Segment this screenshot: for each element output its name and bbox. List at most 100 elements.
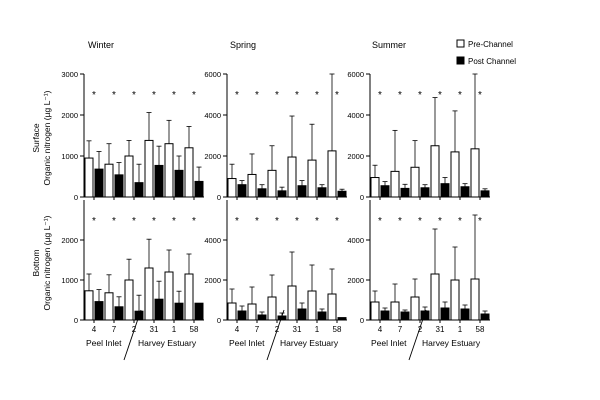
legend-post-swatch xyxy=(456,56,465,65)
significance-marker: * xyxy=(458,216,462,227)
significance-marker: * xyxy=(458,90,462,101)
season-title-spring: Spring xyxy=(230,40,256,50)
bar-pre-channel xyxy=(370,301,380,321)
significance-marker: * xyxy=(275,216,279,227)
bar-pre-channel xyxy=(124,279,134,321)
y-tick-label: 4000 xyxy=(347,111,364,120)
significance-marker: * xyxy=(295,216,299,227)
bar-post-channel xyxy=(257,314,267,321)
significance-marker: * xyxy=(112,216,116,227)
significance-marker: * xyxy=(192,216,196,227)
y-tick-label: 0 xyxy=(360,193,364,202)
bar-post-channel xyxy=(440,307,450,321)
bar-pre-channel xyxy=(227,302,237,321)
x-tick-label: 58 xyxy=(333,325,342,334)
bar-pre-channel xyxy=(430,145,440,198)
bar-post-channel xyxy=(480,313,490,321)
region-divider xyxy=(266,309,285,361)
significance-marker: * xyxy=(92,216,96,227)
bar-pre-channel xyxy=(410,296,420,321)
significance-marker: * xyxy=(378,90,382,101)
bar-pre-channel xyxy=(390,170,400,198)
significance-marker: * xyxy=(275,90,279,101)
significance-marker: * xyxy=(235,90,239,101)
bar-post-channel xyxy=(237,310,247,321)
bar-pre-channel xyxy=(370,177,380,198)
bar-pre-channel xyxy=(184,273,194,321)
bar-pre-channel xyxy=(470,148,480,198)
bar-pre-channel xyxy=(124,155,134,198)
y-tick-label: 1000 xyxy=(61,276,78,285)
row-label-bottom-line2: Organic nitrogen (µg L⁻¹) xyxy=(42,215,52,310)
y-tick-label: 0 xyxy=(217,193,221,202)
significance-marker: * xyxy=(132,90,136,101)
bar-post-channel xyxy=(420,187,430,198)
significance-marker: * xyxy=(132,216,136,227)
significance-marker: * xyxy=(152,90,156,101)
significance-marker: * xyxy=(335,216,339,227)
significance-marker: * xyxy=(152,216,156,227)
y-tick-label: 4000 xyxy=(204,236,221,245)
bar-post-channel xyxy=(134,182,144,198)
bar-pre-channel xyxy=(84,157,94,198)
panel-surface-winter: 0 1000 2000 3000 * * * * * * xyxy=(61,70,204,202)
legend-post-label: Post Channel xyxy=(468,57,516,66)
x-tick-label: 7 xyxy=(255,325,260,334)
y-tick-label: 2000 xyxy=(347,152,364,161)
y-tick-label: 2000 xyxy=(204,152,221,161)
x-tick-label: 7 xyxy=(112,325,117,334)
bar-pre-channel xyxy=(144,139,154,198)
x-tick-label: 58 xyxy=(190,325,199,334)
x-tick-label: 31 xyxy=(293,325,302,334)
bar-post-channel xyxy=(194,180,204,198)
row-label-surface-line2: Organic nitrogen (µg L⁻¹) xyxy=(42,90,52,185)
bar-pre-channel xyxy=(327,293,337,321)
bar-pre-channel xyxy=(144,267,154,321)
y-tick-label: 4000 xyxy=(347,236,364,245)
y-tick-label: 2000 xyxy=(204,276,221,285)
row-label-bottom: Bottom Organic nitrogen (µg L⁻¹) xyxy=(31,215,52,310)
row-label-surface-line1: Surface xyxy=(31,123,41,153)
x-tick-label: 7 xyxy=(398,325,403,334)
bar-post-channel xyxy=(174,302,184,321)
significance-marker: * xyxy=(235,216,239,227)
significance-marker: * xyxy=(418,90,422,101)
x-tick-label: 1 xyxy=(172,325,177,334)
x-tick-label: 31 xyxy=(436,325,445,334)
significance-marker: * xyxy=(255,216,259,227)
y-tick-label: 0 xyxy=(74,193,78,202)
region-label-harvey-estuary: Harvey Estuary xyxy=(280,338,339,348)
significance-marker: * xyxy=(315,216,319,227)
bar-pre-channel xyxy=(247,303,257,321)
significance-marker: * xyxy=(295,90,299,101)
bar-pre-channel xyxy=(247,173,257,198)
significance-marker: * xyxy=(335,90,339,101)
legend: Pre-Channel Post Channel xyxy=(456,39,516,66)
bar-pre-channel xyxy=(470,278,480,321)
x-tick-label: 4 xyxy=(235,325,240,334)
bar-post-channel xyxy=(400,187,410,198)
y-tick-label: 0 xyxy=(74,316,78,325)
x-tick-label: 58 xyxy=(476,325,485,334)
x-tick-label: 4 xyxy=(378,325,383,334)
bar-post-channel xyxy=(440,183,450,198)
region-divider xyxy=(123,309,142,361)
region-label-harvey-estuary: Harvey Estuary xyxy=(422,338,481,348)
significance-marker: * xyxy=(172,216,176,227)
x-tick-label: 1 xyxy=(458,325,463,334)
bar-pre-channel xyxy=(450,151,460,198)
significance-marker: * xyxy=(112,90,116,101)
region-labels-spring: Peel Inlet Harvey Estuary xyxy=(229,338,339,348)
bar-post-channel xyxy=(380,310,390,321)
y-tick-label: 1000 xyxy=(61,152,78,161)
significance-marker: * xyxy=(192,90,196,101)
x-tick-label: 1 xyxy=(315,325,320,334)
significance-marker: * xyxy=(438,90,442,101)
bar-post-channel xyxy=(460,308,470,321)
panel-surface-spring: 0 2000 4000 6000 * * * * * * xyxy=(204,70,347,202)
region-label-peel-inlet: Peel Inlet xyxy=(371,338,407,348)
y-tick-label: 0 xyxy=(360,316,364,325)
